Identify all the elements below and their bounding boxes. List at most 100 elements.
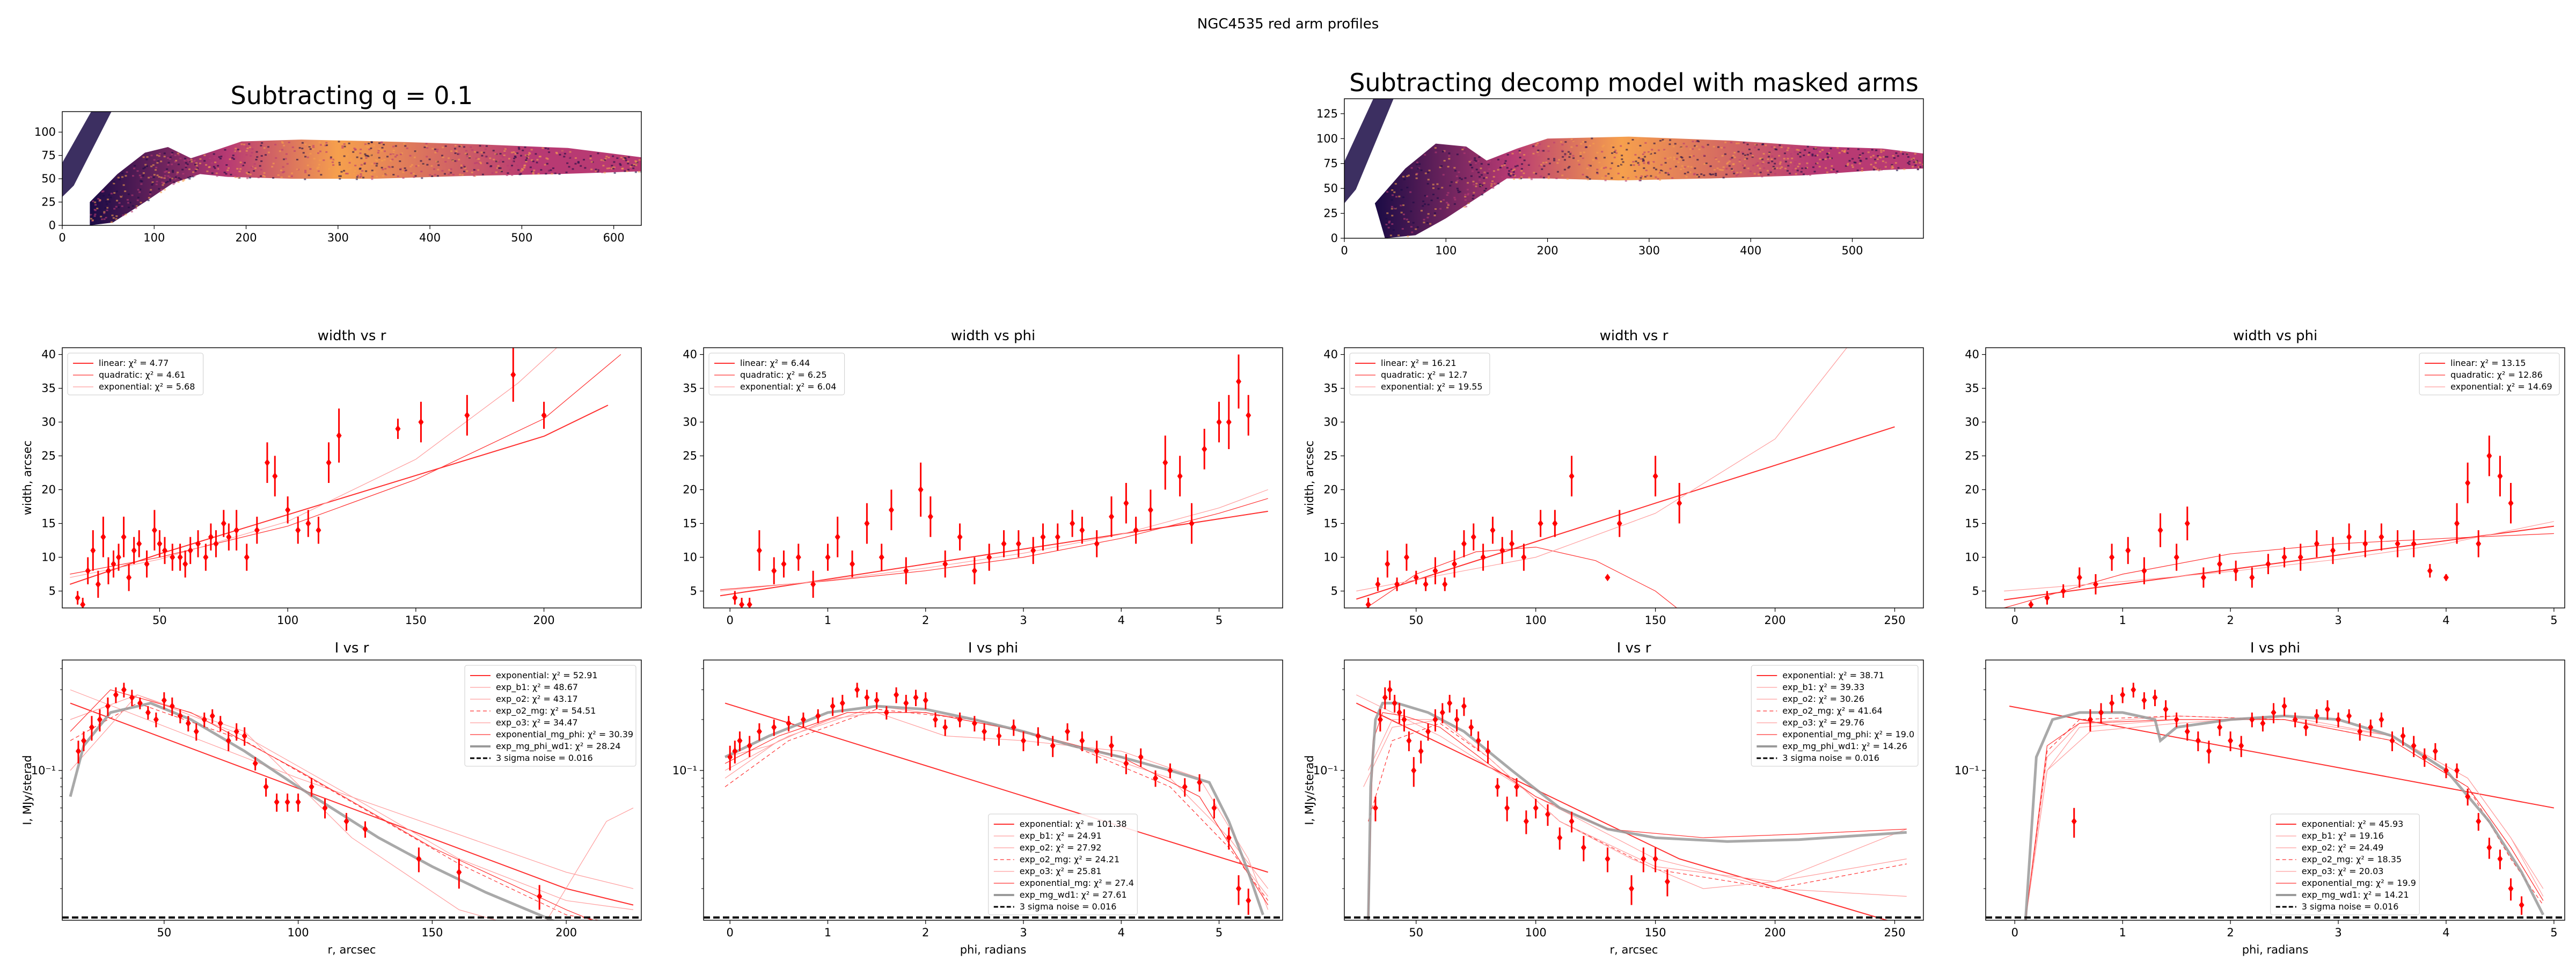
image-speckle: [1578, 164, 1580, 166]
image-speckle: [564, 152, 566, 155]
data-point: [839, 699, 845, 707]
image-speckle: [138, 191, 141, 193]
data-point: [923, 696, 928, 705]
image-speckle: [1774, 158, 1776, 160]
image-speckle: [1784, 155, 1787, 157]
data-point: [541, 411, 547, 419]
data-point: [1439, 708, 1445, 716]
image-speckle: [1470, 159, 1473, 162]
image-speckle: [158, 176, 160, 178]
image-speckle: [511, 161, 514, 163]
y-tick-label: 0: [49, 219, 56, 232]
image-speckle: [482, 151, 485, 153]
image-speckle: [410, 172, 413, 174]
image-speckle: [566, 162, 569, 164]
data-point: [1035, 732, 1041, 740]
image-speckle: [1407, 221, 1410, 223]
image-speckle: [524, 164, 526, 166]
x-tick-label: 5: [1216, 926, 1223, 939]
image-speckle: [137, 196, 140, 199]
image-speckle: [1643, 151, 1646, 153]
image-speckle: [199, 158, 202, 160]
image-speckle: [1914, 164, 1917, 166]
image-speckle: [1483, 172, 1486, 174]
image-speckle: [254, 167, 257, 169]
legend-label: exponential: χ² = 6.04: [740, 382, 836, 392]
image-speckle: [283, 144, 286, 146]
y-tick-label: 5: [690, 585, 697, 598]
image-speckle: [569, 151, 572, 153]
axes-frame: [1344, 659, 1924, 921]
image-speckle: [1511, 152, 1514, 155]
data-point: [2249, 715, 2255, 723]
image-speckle: [1746, 143, 1749, 145]
image-speckle: [246, 177, 249, 179]
legend-label: quadratic: χ² = 12.86: [2450, 370, 2543, 380]
image-speckle: [131, 205, 134, 207]
image-speckle: [528, 152, 531, 154]
image-speckle: [334, 144, 337, 146]
image-speckle: [1570, 146, 1573, 148]
data-point: [185, 719, 191, 727]
image-speckle: [241, 161, 244, 163]
image-speckle: [316, 167, 319, 170]
image-speckle: [1771, 155, 1774, 157]
image-speckle: [213, 157, 216, 159]
image-speckle: [1804, 149, 1806, 151]
data-point: [864, 693, 870, 701]
image-speckle: [374, 162, 376, 164]
image-speckle: [1830, 169, 1833, 171]
y-tick-label: 40: [683, 348, 697, 361]
image-speckle: [625, 165, 628, 167]
image-speckle: [250, 166, 253, 168]
image-speckle: [1480, 167, 1482, 170]
image-speckle: [1416, 173, 1418, 175]
image-speckle: [514, 156, 517, 158]
image-speckle: [385, 173, 387, 175]
image-speckle: [1825, 167, 1827, 169]
image-speckle: [611, 167, 613, 170]
fit-curve-linear: [1356, 426, 1895, 600]
image-speckle: [605, 156, 608, 158]
image-speckle: [1585, 146, 1587, 148]
image-speckle: [454, 145, 457, 147]
image-speckle: [448, 173, 450, 175]
image-speckle: [153, 174, 156, 176]
image-speckle: [1894, 162, 1897, 164]
image-speckle: [1814, 155, 1817, 157]
image-speckle: [1454, 170, 1457, 172]
image-speckle: [1752, 164, 1755, 166]
image-speckle: [1528, 177, 1531, 179]
image-speckle: [1680, 146, 1683, 149]
image-speckle: [1650, 175, 1652, 177]
image-speckle: [120, 194, 123, 196]
image-speckle: [240, 164, 243, 166]
image-speckle: [1569, 152, 1572, 154]
image-speckle: [492, 150, 495, 152]
image-speckle: [1391, 189, 1394, 191]
image-speckle: [1669, 157, 1672, 159]
image-speckle: [1826, 162, 1829, 164]
image-speckle: [1811, 158, 1814, 160]
data-point: [209, 712, 215, 720]
data-point: [786, 719, 792, 727]
image-speckle: [1715, 158, 1717, 160]
image-speckle: [1672, 145, 1675, 148]
data-point: [1485, 747, 1491, 755]
data-point: [395, 425, 401, 433]
image-speckle: [210, 162, 213, 164]
image-speckle: [1648, 151, 1650, 153]
image-speckle: [1520, 178, 1523, 180]
data-point: [2071, 817, 2077, 825]
image-speckle: [1564, 153, 1567, 155]
image-speckle: [402, 177, 405, 179]
image-speckle: [613, 166, 616, 168]
image-speckle: [1669, 139, 1672, 141]
image-speckle: [1446, 194, 1448, 196]
image-speckle: [414, 175, 417, 177]
image-speckle: [1395, 196, 1398, 198]
image-speckle: [160, 189, 163, 191]
image-panel-img_decomp: 0 100 200 300 400 5000255075100125Subtracting…: [1316, 68, 1924, 257]
